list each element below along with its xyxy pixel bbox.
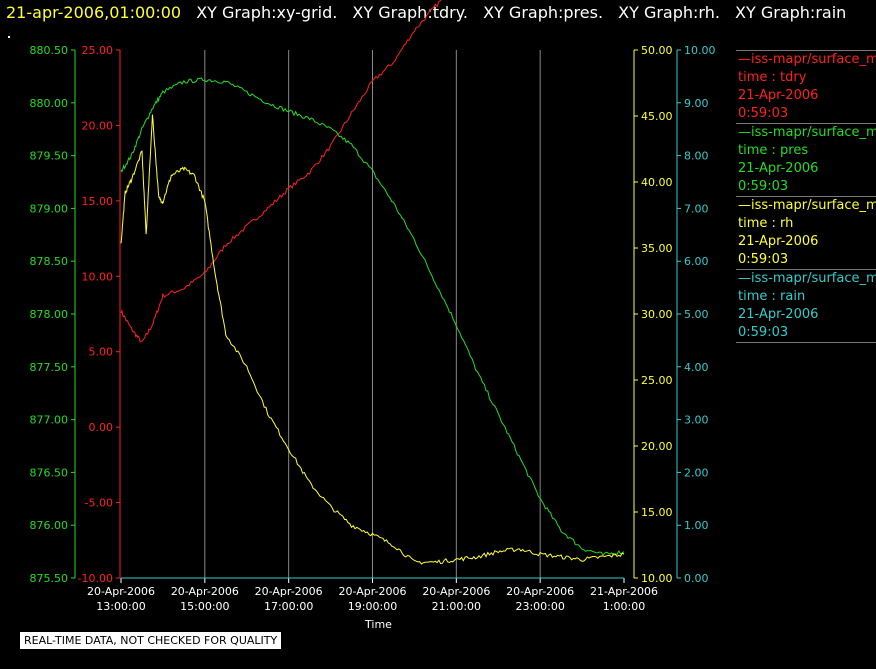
tdry-tick-label: 20.00 xyxy=(82,119,114,132)
legend-item-rain: —iss-mapr/surface_m time : rain 21-Apr-2… xyxy=(736,269,876,342)
tdry-tick-label: 5.00 xyxy=(89,346,114,359)
pres-tick-label: 879.50 xyxy=(30,150,69,163)
x-tick-label-date: 20-Apr-2006 xyxy=(506,585,574,598)
legend-source: —iss-mapr/surface_m xyxy=(738,52,876,67)
quality-disclaimer: REAL-TIME DATA, NOT CHECKED FOR QUALITY xyxy=(19,631,283,650)
legend-time: 0:59:03 xyxy=(738,179,789,194)
x-tick-label-date: 20-Apr-2006 xyxy=(255,585,323,598)
legend-variable: time : tdry xyxy=(738,70,807,85)
legend-date: 21-Apr-2006 xyxy=(738,234,819,249)
pres-tick-label: 878.00 xyxy=(30,308,69,321)
legend-variable: time : rh xyxy=(738,216,794,231)
tdry-tick-label: 10.00 xyxy=(82,270,114,283)
x-tick-label-time: 21:00:00 xyxy=(432,600,481,613)
rain-tick-label: 10.00 xyxy=(684,44,716,57)
tdry-tick-label: -10.00 xyxy=(78,572,113,585)
legend-time: 0:59:03 xyxy=(738,252,789,267)
legend-source: —iss-mapr/surface_m xyxy=(738,198,876,213)
pres-tick-label: 877.00 xyxy=(30,414,69,427)
rh-tick-label: 25.00 xyxy=(641,374,673,387)
legend-item-tdry: —iss-mapr/surface_m time : tdry 21-Apr-2… xyxy=(736,50,876,123)
rh-tick-label: 50.00 xyxy=(641,44,673,57)
tdry-tick-label: 15.00 xyxy=(82,195,114,208)
tdry-tick-label: 25.00 xyxy=(82,44,114,57)
header-graph-3: XY Graph:pres. xyxy=(483,3,604,22)
header-timestamp: 21-apr-2006,01:00:00 xyxy=(6,3,182,22)
legend-item-rh: —iss-mapr/surface_m time : rh 21-Apr-200… xyxy=(736,196,876,269)
legend-variable: time : rain xyxy=(738,289,806,304)
legend-time: 0:59:03 xyxy=(738,106,789,121)
x-axis-label: Time xyxy=(364,618,392,631)
legend-date: 21-Apr-2006 xyxy=(738,161,819,176)
rain-tick-label: 5.00 xyxy=(684,308,709,321)
legend-date: 21-Apr-2006 xyxy=(738,307,819,322)
rh-tick-label: 45.00 xyxy=(641,110,673,123)
pres-tick-label: 876.00 xyxy=(30,519,69,532)
series-line-rh xyxy=(120,114,625,565)
rh-tick-label: 10.00 xyxy=(641,572,673,585)
x-tick-label-time: 15:00:00 xyxy=(180,600,229,613)
pres-tick-label: 875.50 xyxy=(30,572,69,585)
legend-source: —iss-mapr/surface_m xyxy=(738,271,876,286)
x-tick-label-date: 21-Apr-2006 xyxy=(590,585,658,598)
rh-tick-label: 35.00 xyxy=(641,242,673,255)
series-line-pres xyxy=(120,77,625,556)
rain-tick-label: 9.00 xyxy=(684,97,709,110)
x-tick-label-date: 20-Apr-2006 xyxy=(338,585,406,598)
legend: —iss-mapr/surface_m time : tdry 21-Apr-2… xyxy=(736,50,876,343)
x-tick-label-date: 20-Apr-2006 xyxy=(422,585,490,598)
x-tick-label-time: 13:00:00 xyxy=(96,600,145,613)
pres-tick-label: 877.50 xyxy=(30,361,69,374)
legend-source: —iss-mapr/surface_m xyxy=(738,125,876,140)
legend-item-pres: —iss-mapr/surface_m time : pres 21-Apr-2… xyxy=(736,123,876,196)
x-tick-label-time: 17:00:00 xyxy=(264,600,313,613)
tdry-tick-label: 0.00 xyxy=(89,421,114,434)
tdry-tick-label: -5.00 xyxy=(85,497,113,510)
rain-tick-label: 1.00 xyxy=(684,519,709,532)
rain-tick-label: 3.00 xyxy=(684,414,709,427)
legend-date: 21-Apr-2006 xyxy=(738,88,819,103)
legend-time: 0:59:03 xyxy=(738,325,789,340)
x-tick-label-date: 20-Apr-2006 xyxy=(87,585,155,598)
pres-tick-label: 880.50 xyxy=(30,44,69,57)
rain-tick-label: 4.00 xyxy=(684,361,709,374)
rain-tick-label: 7.00 xyxy=(684,202,709,215)
header-graph-5: XY Graph:rain xyxy=(735,3,847,22)
rh-tick-label: 20.00 xyxy=(641,440,673,453)
rain-tick-label: 0.00 xyxy=(684,572,709,585)
header-graph-2: XY Graph:tdry. xyxy=(352,3,468,22)
rh-tick-label: 40.00 xyxy=(641,176,673,189)
x-tick-label-time: 19:00:00 xyxy=(348,600,397,613)
pres-tick-label: 876.50 xyxy=(30,466,69,479)
chart-header: 21-apr-2006,01:00:00 XY Graph:xy-grid. X… xyxy=(6,2,846,24)
pres-tick-label: 878.50 xyxy=(30,255,69,268)
pres-tick-label: 879.00 xyxy=(30,202,69,215)
rh-tick-label: 30.00 xyxy=(641,308,673,321)
rain-tick-label: 6.00 xyxy=(684,255,709,268)
series-line-tdry xyxy=(120,0,442,343)
x-tick-label-time: 1:00:00 xyxy=(603,600,645,613)
x-tick-label-date: 20-Apr-2006 xyxy=(171,585,239,598)
rh-tick-label: 15.00 xyxy=(641,506,673,519)
header-graph-1: XY Graph:xy-grid. xyxy=(196,3,338,22)
x-tick-label-time: 23:00:00 xyxy=(515,600,564,613)
rain-tick-label: 8.00 xyxy=(684,150,709,163)
pres-tick-label: 880.00 xyxy=(30,97,69,110)
legend-variable: time : pres xyxy=(738,143,809,158)
rain-tick-label: 2.00 xyxy=(684,466,709,479)
marker-dot xyxy=(8,36,10,38)
legend-divider xyxy=(736,342,876,343)
header-graph-4: XY Graph:rh. xyxy=(618,3,720,22)
